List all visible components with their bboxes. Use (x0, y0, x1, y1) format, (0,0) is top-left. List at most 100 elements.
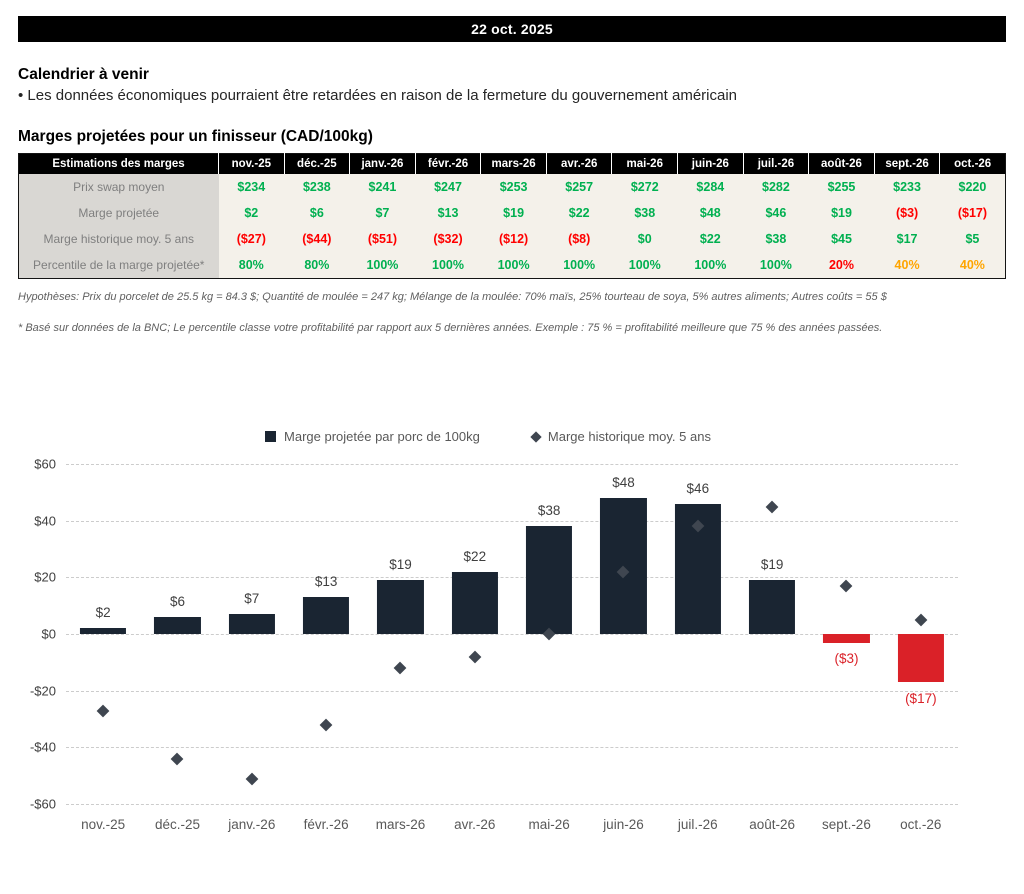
y-axis-label: -$60 (29, 796, 56, 812)
x-axis-label: avr.-26 (454, 817, 496, 832)
table-value-cell: $272 (611, 174, 678, 200)
diamond-marker (914, 613, 928, 627)
bar (80, 628, 127, 634)
legend-item-bars: Marge projetée par porc de 100kg (265, 429, 480, 444)
chart-slot: $7 (215, 464, 289, 804)
y-axis-label: -$20 (29, 683, 56, 699)
chart-slot: $19 (735, 464, 809, 804)
footnote-hypotheses: Hypothèses: Prix du porcelet de 25.5 kg … (18, 291, 887, 303)
chart-y-axis: $60 $40 $20 $0 -$20 -$40 -$60 (18, 457, 66, 812)
table-value-cell: $241 (349, 174, 416, 200)
bar-value-label: $13 (314, 574, 338, 590)
chart-slot: $13 (289, 464, 363, 804)
table-value-cell: $238 (284, 174, 350, 200)
table-value-cell: ($8) (546, 226, 612, 252)
row-label: Marge historique moy. 5 ans (18, 226, 219, 252)
gridline (66, 464, 958, 465)
bar (451, 571, 498, 634)
table-value-cell: $46 (743, 200, 809, 226)
table-value-cell: $48 (677, 200, 744, 226)
table-value-cell: $7 (349, 200, 416, 226)
table-value-cell: $22 (546, 200, 612, 226)
table-value-cell: $38 (743, 226, 809, 252)
bar-value-label: $19 (760, 557, 784, 573)
chart-plot: $2 $6 $7 $13 $19 $22 $38 $48 $46 $19 ($3) ($17) (66, 464, 958, 805)
bar (897, 634, 944, 683)
bar (823, 634, 870, 643)
gridline (66, 747, 958, 749)
table-month-header: sept.-26 (873, 153, 940, 174)
table-value-cell: 100% (677, 252, 744, 279)
bar (749, 580, 796, 634)
x-axis-label: juin-26 (603, 817, 644, 832)
x-axis-label: déc.-25 (154, 817, 200, 832)
table-month-header: juil.-26 (742, 153, 809, 174)
x-axis-label: juil.-26 (677, 817, 718, 832)
chart-slot: $38 (512, 464, 586, 804)
diamond-marker (840, 579, 853, 593)
table-row: Prix swap moyen $234 $238 $241 $247 $253 $257 $… (18, 174, 1006, 200)
table-value-cell: $2 (218, 200, 285, 226)
bar (526, 526, 573, 634)
gridline (66, 690, 958, 692)
chart-legend: Marge projetée par porc de 100kg Marge h… (18, 429, 958, 444)
margins-title: Marges projetées pour un finisseur (CAD/… (18, 128, 373, 145)
chart-slot: $6 (140, 464, 214, 804)
gridline (66, 520, 958, 522)
table-month-header: nov.-25 (218, 153, 285, 174)
y-axis-label: $0 (41, 626, 56, 642)
bar-value-label: $48 (612, 475, 635, 490)
chart-slot: $19 (363, 464, 437, 804)
table-value-cell: 100% (349, 252, 416, 279)
table-value-cell: 100% (743, 252, 809, 279)
x-axis-label: mai-26 (528, 817, 570, 832)
table-value-cell: ($32) (415, 226, 481, 252)
table-value-cell: 80% (284, 252, 350, 279)
table-value-cell: $282 (743, 174, 809, 200)
table-value-cell: $13 (415, 200, 481, 226)
calendar-title: Calendrier à venir (18, 66, 149, 83)
report-page: 22 oct. 2025 Calendrier à venir • Les do… (18, 16, 1006, 832)
y-axis-label: $20 (34, 569, 56, 585)
table-value-cell: 40% (874, 252, 940, 279)
table-value-cell: ($12) (480, 226, 547, 252)
chart-slot: $22 (438, 464, 512, 804)
bar-value-label: $2 (95, 605, 111, 621)
table-value-cell: $253 (480, 174, 547, 200)
gridline (66, 577, 958, 579)
margins-table-body: Prix swap moyen $234 $238 $241 $247 $253 $257 $… (18, 174, 1006, 279)
table-value-cell: $45 (808, 226, 875, 252)
x-axis-label: août-26 (749, 817, 796, 832)
table-month-header: août-26 (808, 153, 875, 174)
chart-slot: $46 (661, 464, 735, 804)
bar (377, 580, 424, 634)
footnote-percentile: * Basé sur données de la BNC; Le percent… (18, 322, 883, 334)
table-value-cell: $233 (874, 174, 940, 200)
gridline (66, 634, 958, 635)
table-value-cell: $255 (808, 174, 875, 200)
y-axis-label: $40 (34, 513, 56, 529)
table-value-cell: 20% (808, 252, 875, 279)
bar-value-label: $7 (244, 591, 260, 607)
table-value-cell: 100% (480, 252, 547, 279)
x-axis-label: nov.-25 (81, 817, 126, 832)
bar-swatch-icon (265, 431, 277, 442)
table-value-cell: $220 (939, 174, 1006, 200)
bar (228, 614, 275, 634)
table-row: Percentile de la marge projetée* 80% 80% 10… (18, 252, 1006, 279)
row-label: Percentile de la marge projetée* (18, 252, 219, 279)
chart-slot: ($17) (884, 464, 958, 804)
table-value-cell: ($44) (284, 226, 350, 252)
x-axis-label: sept.-26 (822, 817, 871, 832)
table-month-header: déc.-25 (283, 153, 350, 174)
legend-item-markers: Marge historique moy. 5 ans (530, 429, 711, 444)
diamond-marker (468, 650, 482, 664)
table-value-cell: 100% (546, 252, 612, 279)
diamond-marker (319, 718, 333, 732)
table-value-cell: $38 (611, 200, 678, 226)
row-label: Marge projetée (18, 200, 219, 226)
table-value-cell: 80% (218, 252, 285, 279)
bar-value-label: $46 (686, 480, 710, 496)
diamond-marker (394, 661, 407, 675)
chart-x-axis: nov.-25 déc.-25 janv.-26 févr.-26 mars-26 avr… (66, 817, 958, 832)
